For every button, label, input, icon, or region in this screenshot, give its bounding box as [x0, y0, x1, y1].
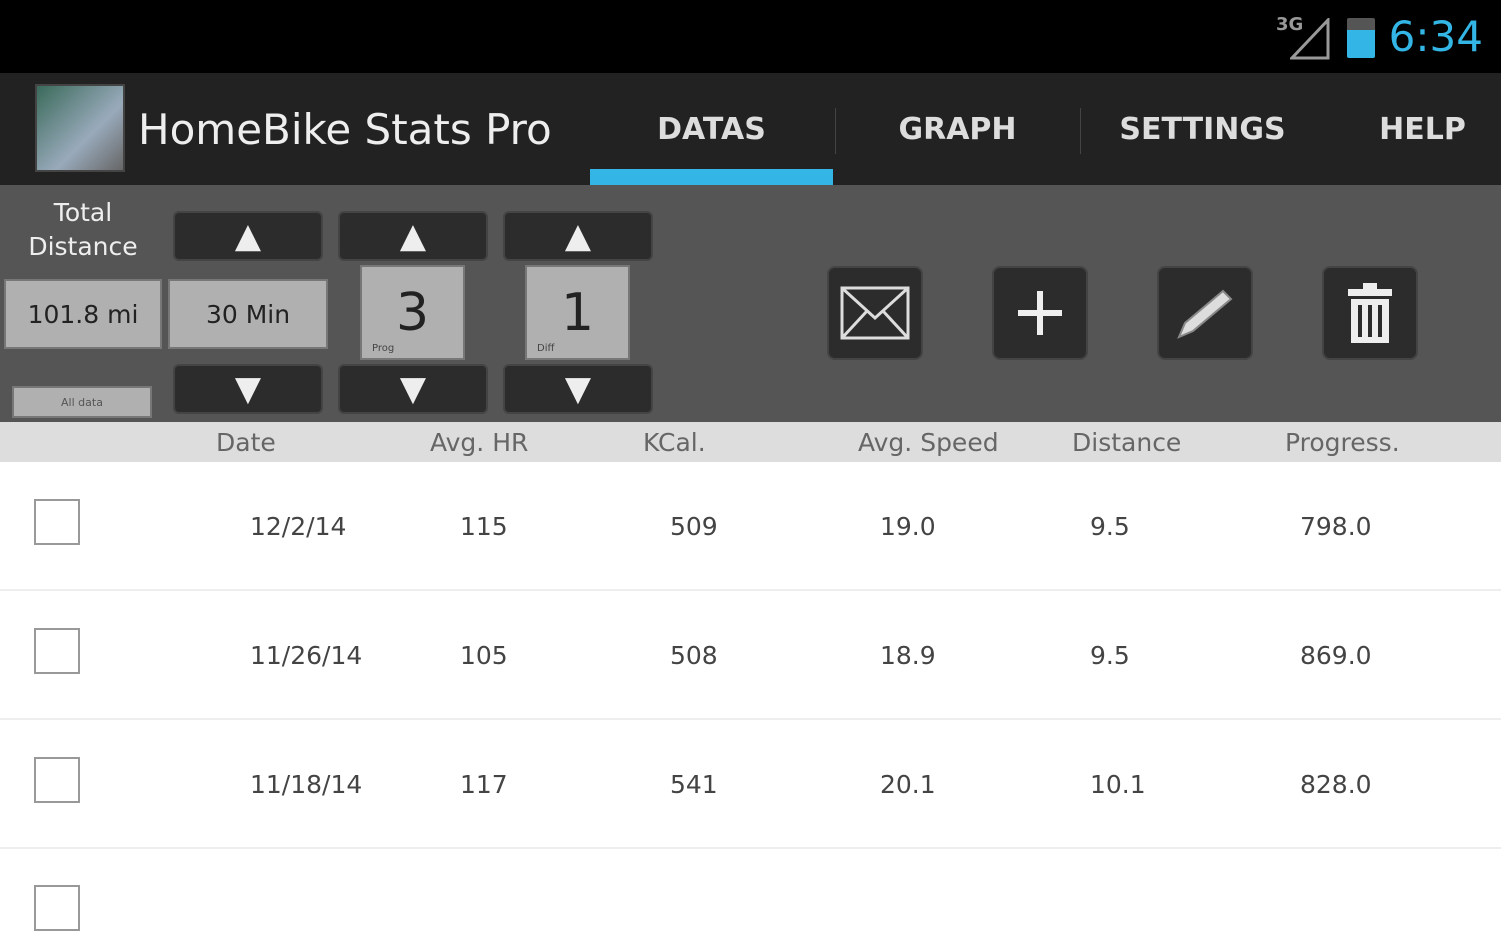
trash-icon: [1348, 283, 1392, 343]
cell-avg-speed: 20.1: [880, 770, 936, 799]
program-value: 3 Prog: [360, 265, 465, 360]
program-label: Prog: [372, 343, 395, 354]
tab-indicator: [590, 169, 833, 185]
table-row[interactable]: [0, 720, 1501, 849]
header-avg-speed[interactable]: Avg. Speed: [858, 428, 999, 457]
tab-graph[interactable]: GRAPH: [898, 111, 1017, 147]
app-logo: [35, 84, 125, 172]
header-distance[interactable]: Distance: [1072, 428, 1182, 457]
cell-distance: 9.5: [1090, 512, 1130, 541]
cell-progress: 869.0: [1300, 641, 1372, 670]
pencil-icon: [1177, 289, 1233, 339]
email-button[interactable]: [827, 266, 923, 360]
program-down-button[interactable]: ▼: [338, 364, 488, 414]
cell-progress: 798.0: [1300, 512, 1372, 541]
app-title: HomeBike Stats Pro: [138, 105, 552, 154]
row-checkbox[interactable]: [34, 499, 80, 545]
table-header: [0, 422, 1501, 462]
row-checkbox[interactable]: [34, 757, 80, 803]
duration-up-button[interactable]: ▲: [173, 211, 323, 261]
cell-date: 12/2/14: [250, 512, 347, 541]
table-row[interactable]: [0, 591, 1501, 720]
duration-down-button[interactable]: ▼: [173, 364, 323, 414]
total-distance-label: Total Distance: [0, 196, 166, 264]
program-number: 3: [395, 282, 430, 343]
status-bar: [0, 0, 1501, 73]
tab-help[interactable]: HELP: [1379, 111, 1466, 147]
row-checkbox[interactable]: [34, 628, 80, 674]
duration-value: 30 Min: [168, 279, 328, 349]
total-distance-value: 101.8 mi: [4, 279, 162, 349]
cell-avg-speed: 18.9: [880, 641, 936, 670]
header-avg-hr[interactable]: Avg. HR: [430, 428, 529, 457]
cell-kcal: 509: [670, 512, 718, 541]
cell-avg-speed: 19.0: [880, 512, 936, 541]
header-kcal[interactable]: KCal.: [643, 428, 706, 457]
header-progress[interactable]: Progress.: [1285, 428, 1400, 457]
tab-settings[interactable]: SETTINGS: [1119, 111, 1286, 147]
battery-icon: [1347, 18, 1375, 58]
delete-button[interactable]: [1322, 266, 1418, 360]
cell-date: 11/26/14: [250, 641, 363, 670]
cell-distance: 10.1: [1090, 770, 1146, 799]
divider: [835, 108, 836, 154]
add-button[interactable]: [992, 266, 1088, 360]
difficulty-number: 1: [560, 282, 595, 343]
table-row[interactable]: [0, 462, 1501, 591]
row-checkbox[interactable]: [34, 885, 80, 931]
clock: 6:34: [1388, 12, 1483, 61]
header-date[interactable]: Date: [216, 428, 276, 457]
cell-distance: 9.5: [1090, 641, 1130, 670]
label-line: Total: [53, 198, 113, 227]
difficulty-down-button[interactable]: ▼: [503, 364, 653, 414]
tab-datas[interactable]: DATAS: [657, 111, 766, 147]
cell-avg-hr: 115: [460, 512, 508, 541]
cell-kcal: 541: [670, 770, 718, 799]
cell-avg-hr: 105: [460, 641, 508, 670]
action-bar: [0, 73, 1501, 185]
difficulty-up-button[interactable]: ▲: [503, 211, 653, 261]
edit-button[interactable]: [1157, 266, 1253, 360]
cell-kcal: 508: [670, 641, 718, 670]
cell-avg-hr: 117: [460, 770, 508, 799]
program-up-button[interactable]: ▲: [338, 211, 488, 261]
envelope-icon: [840, 286, 910, 340]
network-type: 3G: [1276, 14, 1304, 35]
plus-icon: [1018, 291, 1062, 335]
difficulty-label: Diff: [537, 343, 555, 354]
cell-progress: 828.0: [1300, 770, 1372, 799]
divider: [1080, 108, 1081, 154]
difficulty-value: 1 Diff: [525, 265, 630, 360]
all-data-button[interactable]: All data: [12, 386, 152, 418]
label-line: Distance: [28, 232, 138, 261]
signal-icon: [1290, 18, 1330, 60]
cell-date: 11/18/14: [250, 770, 363, 799]
